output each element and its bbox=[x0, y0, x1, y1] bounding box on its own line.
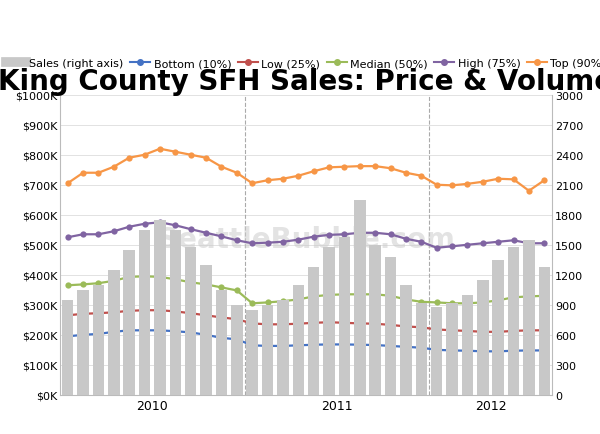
Bar bbox=[124, 250, 135, 395]
Bar bbox=[416, 303, 427, 395]
Bar bbox=[431, 307, 442, 395]
Bar bbox=[170, 230, 181, 395]
Bar bbox=[400, 285, 412, 395]
Bar bbox=[308, 267, 319, 395]
Bar bbox=[523, 240, 535, 395]
Bar bbox=[262, 305, 274, 395]
Bar bbox=[338, 237, 350, 395]
Bar bbox=[477, 280, 488, 395]
Bar bbox=[200, 265, 212, 395]
Title: King County SFH Sales: Price & Volume: King County SFH Sales: Price & Volume bbox=[0, 68, 600, 95]
Bar bbox=[508, 247, 520, 395]
Bar bbox=[215, 290, 227, 395]
Bar bbox=[277, 300, 289, 395]
Bar bbox=[446, 303, 458, 395]
Bar bbox=[139, 230, 151, 395]
Bar bbox=[247, 310, 258, 395]
Bar bbox=[385, 257, 397, 395]
Bar bbox=[493, 260, 504, 395]
Bar bbox=[293, 285, 304, 395]
Bar bbox=[185, 247, 196, 395]
Bar bbox=[539, 267, 550, 395]
Text: SeattleBubble.com: SeattleBubble.com bbox=[158, 225, 454, 253]
Bar bbox=[370, 245, 381, 395]
Bar bbox=[77, 290, 89, 395]
Bar bbox=[154, 220, 166, 395]
Bar bbox=[62, 300, 73, 395]
Bar bbox=[323, 247, 335, 395]
Bar bbox=[231, 305, 242, 395]
Bar bbox=[354, 201, 365, 395]
Bar bbox=[108, 270, 119, 395]
Legend: Sales (right axis), Bottom (10%), Low (25%), Median (50%), High (75%), Top (90%): Sales (right axis), Bottom (10%), Low (2… bbox=[2, 55, 600, 73]
Bar bbox=[461, 295, 473, 395]
Bar bbox=[92, 285, 104, 395]
